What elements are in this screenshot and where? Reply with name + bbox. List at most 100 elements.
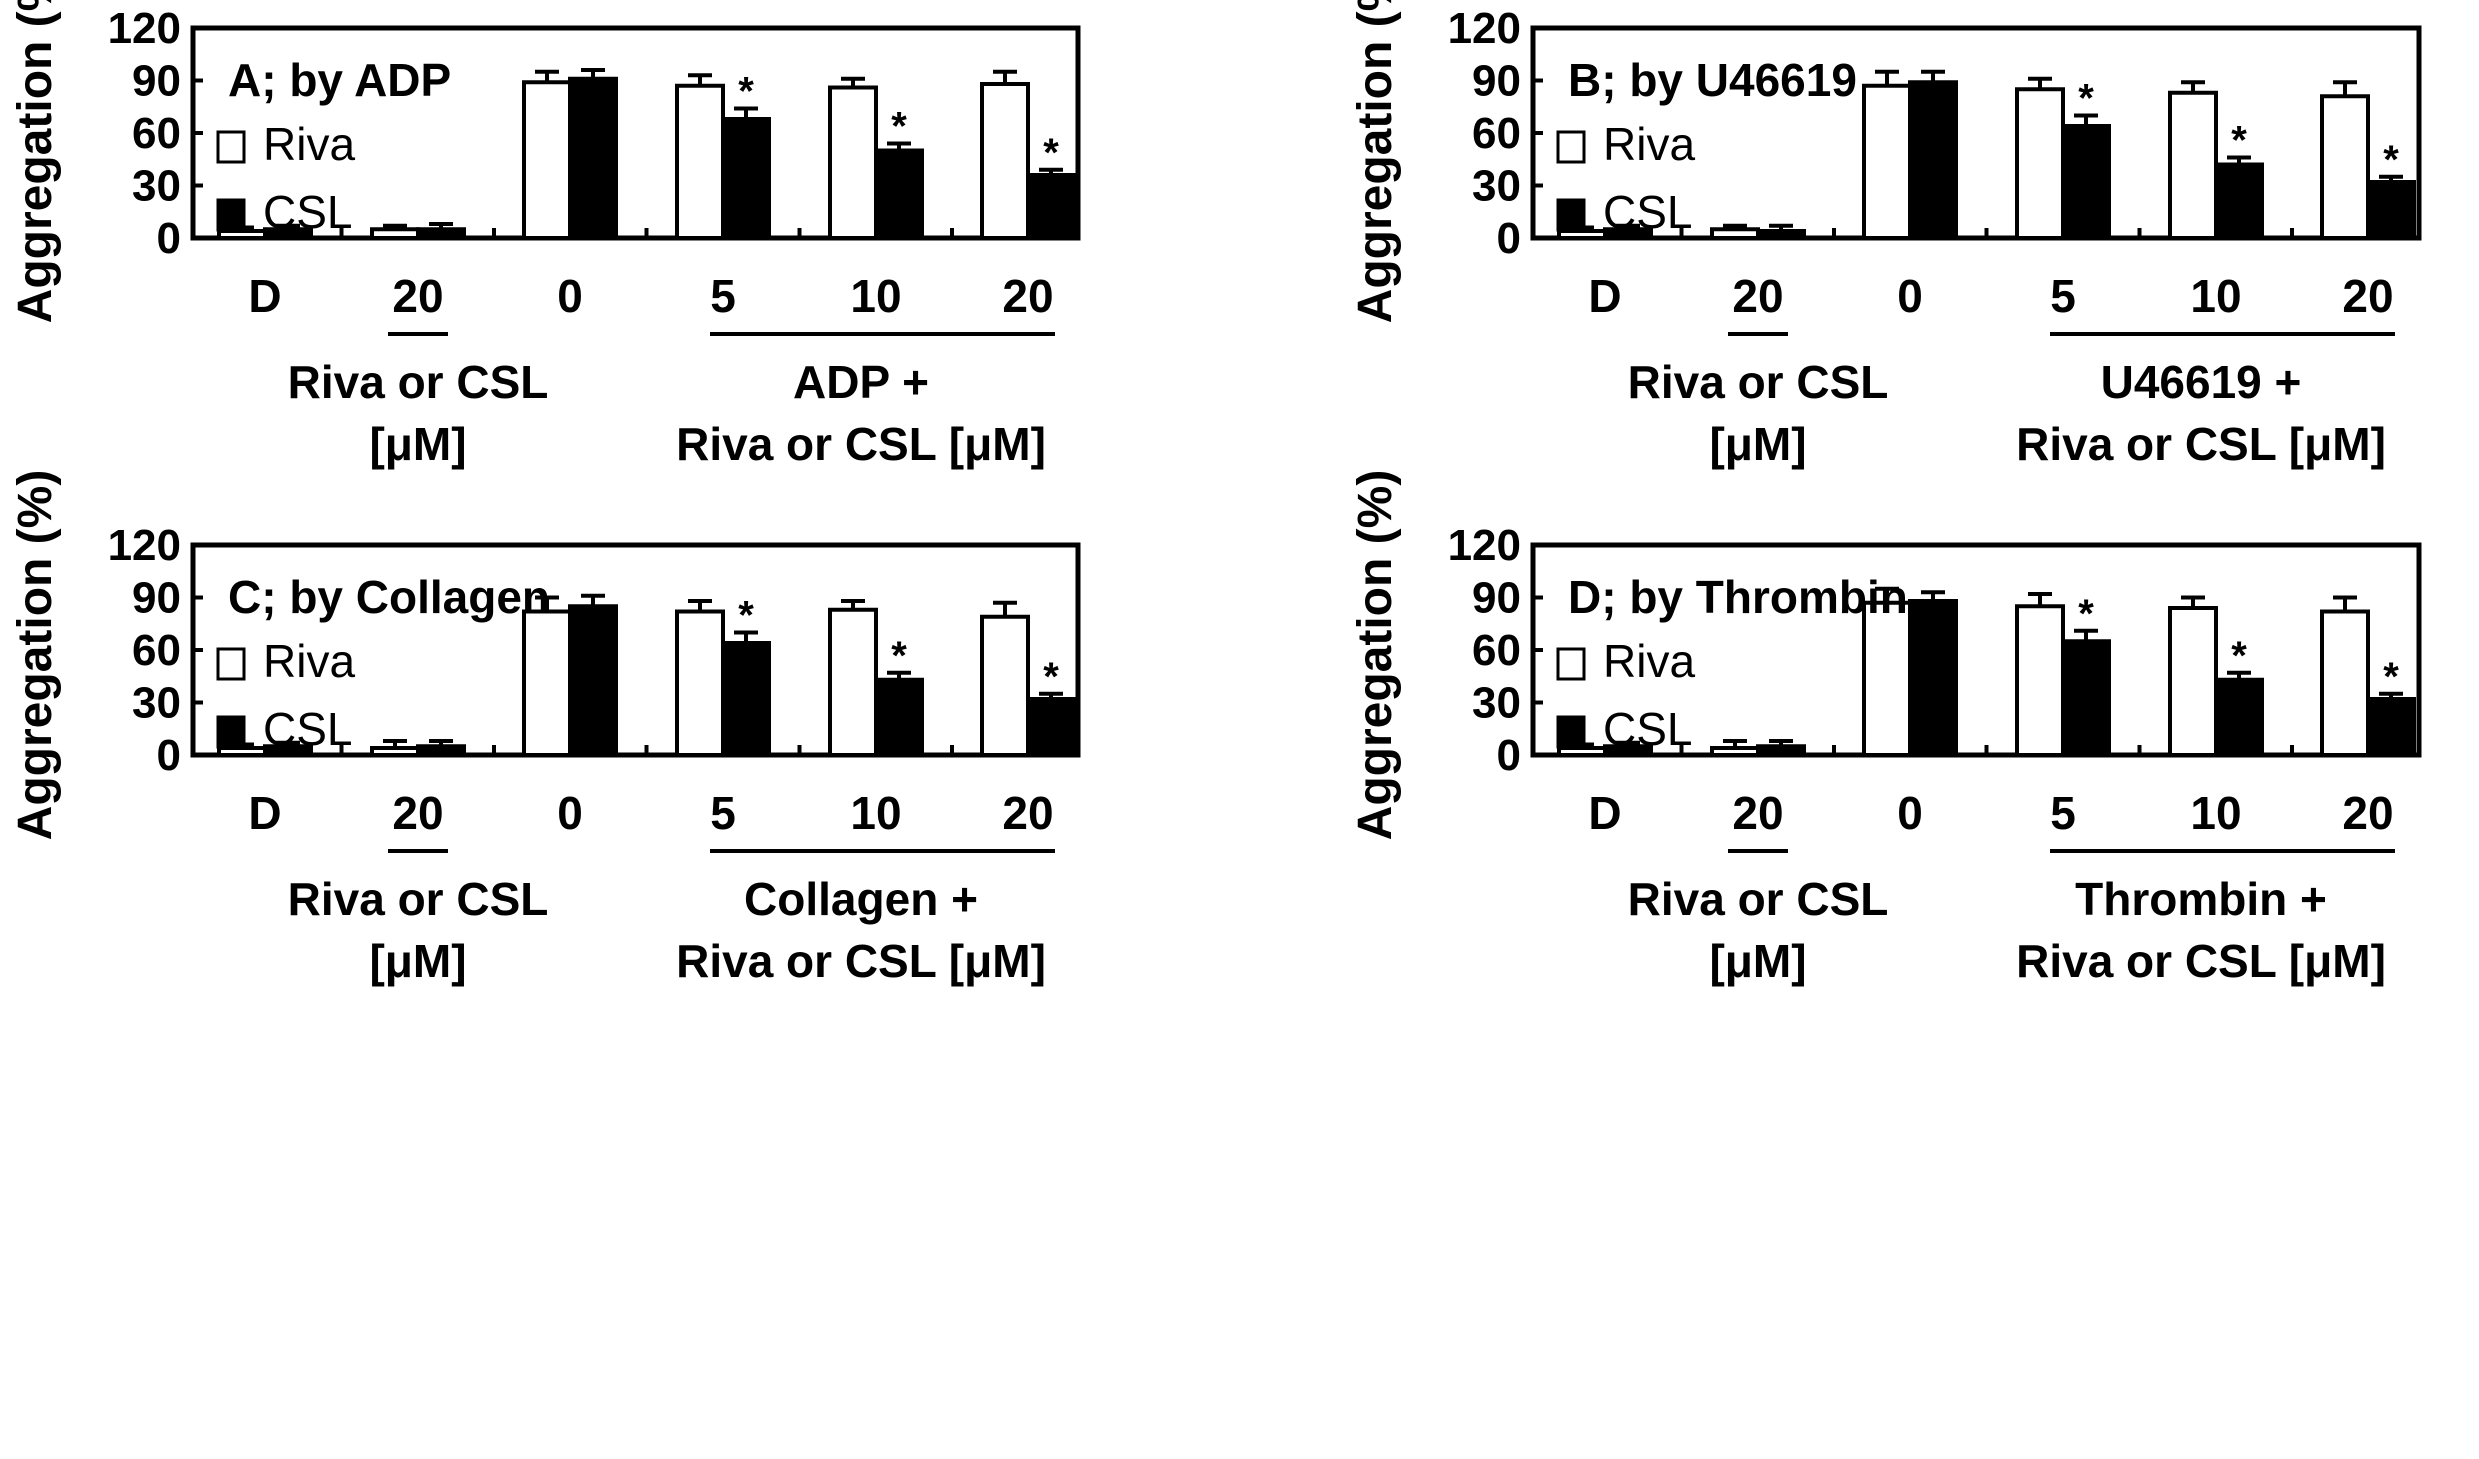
group-label-unit: [μM] [1709,935,1806,987]
x-category-label: 0 [1897,270,1923,322]
y-tick-label: 60 [1472,626,1521,675]
x-category-label: 20 [1732,270,1783,322]
bar-riva [370,746,420,757]
significance-star: * [2383,655,2399,699]
bar-csl [1603,227,1653,240]
bar-csl [263,227,313,240]
bar-csl [2366,180,2416,240]
bar-csl [2061,124,2111,240]
x-category-label: 0 [557,270,583,322]
bar-csl [874,148,924,240]
x-category-label: 10 [850,787,901,839]
y-tick-label: 60 [132,109,181,158]
legend-label: Riva [1603,118,1695,170]
panel-title: A; by ADP [228,54,451,106]
y-axis-label: Aggregation (%) [1349,470,1402,841]
significance-star: * [1043,131,1059,175]
x-category-label: 20 [2342,270,2393,322]
y-tick-label: 0 [1497,214,1521,263]
y-axis-label: Aggregation (%) [9,0,62,323]
x-category-label: 20 [392,270,443,322]
bar-csl [1603,744,1653,757]
x-category-label: 10 [2190,787,2241,839]
legend-label: CSL [263,703,352,755]
bar-riva [2168,606,2218,757]
significance-star: * [2231,119,2247,163]
y-tick-label: 30 [132,162,181,211]
bar-csl [416,744,466,757]
bar-riva [828,85,878,240]
legend-label: CSL [263,186,352,238]
group-label: Thrombin + [2075,873,2327,925]
legend-swatch-riva [216,130,246,164]
bar-riva [2015,604,2065,757]
y-tick-label: 0 [157,214,181,263]
legend-swatch-csl [216,715,246,749]
y-tick-label: 90 [1472,574,1521,623]
significance-star: * [2078,77,2094,121]
significance-star: * [891,634,907,678]
x-category-label: 0 [557,787,583,839]
x-category-label: D [248,787,281,839]
bar-riva [522,609,572,757]
bar-csl [1756,744,1806,757]
bar-riva [980,614,1030,757]
group-label-unit: [μM] [369,935,466,987]
y-tick-label: 60 [132,626,181,675]
bar-csl [1026,173,1076,240]
y-axis-label: Aggregation (%) [9,470,62,841]
bar-riva [2168,90,2218,240]
bar-csl [568,604,618,757]
x-category-label: D [1588,787,1621,839]
x-category-label: 10 [2190,270,2241,322]
x-category-label: 10 [850,270,901,322]
significance-star: * [738,594,754,638]
panel-title: B; by U46619 [1568,54,1857,106]
bar-csl [2366,697,2416,757]
y-tick-label: 30 [132,679,181,728]
legend-label: CSL [1603,186,1692,238]
y-tick-label: 60 [1472,109,1521,158]
x-category-label: 20 [1002,787,1053,839]
bar-riva [828,607,878,757]
legend-label: Riva [263,118,355,170]
legend-swatch-riva [1556,647,1586,681]
bar-riva [1557,746,1607,757]
bar-csl [263,744,313,757]
bar-csl [721,117,771,240]
group-label-unit: [μM] [369,418,466,470]
group-label-unit: [μM] [1709,418,1806,470]
legend-label: Riva [263,635,355,687]
bar-csl [416,227,466,240]
bar-csl [1908,80,1958,240]
y-tick-label: 90 [1472,57,1521,106]
bar-riva [370,227,420,240]
legend-swatch-riva [1556,130,1586,164]
x-category-label: D [248,270,281,322]
panel-title: D; by Thrombin [1568,571,1908,623]
bar-csl [2061,639,2111,757]
bar-riva [217,746,267,757]
group-label: Riva or CSL [288,873,549,925]
legend-swatch-csl [1556,198,1586,232]
y-tick-label: 0 [1497,731,1521,780]
legend-swatch-csl [216,198,246,232]
group-label-unit: Riva or CSL [μM] [676,935,1046,987]
group-label: U46619 + [2101,356,2302,408]
x-category-label: 20 [2342,787,2393,839]
y-tick-label: 90 [132,574,181,623]
bar-csl [568,76,618,240]
bar-csl [721,641,771,757]
bar-riva [1557,229,1607,240]
x-category-label: 20 [1732,787,1783,839]
bar-riva [980,82,1030,240]
legend-label: Riva [1603,635,1695,687]
bar-riva [1710,227,1760,240]
significance-star: * [2078,592,2094,636]
group-label: Riva or CSL [1628,873,1889,925]
